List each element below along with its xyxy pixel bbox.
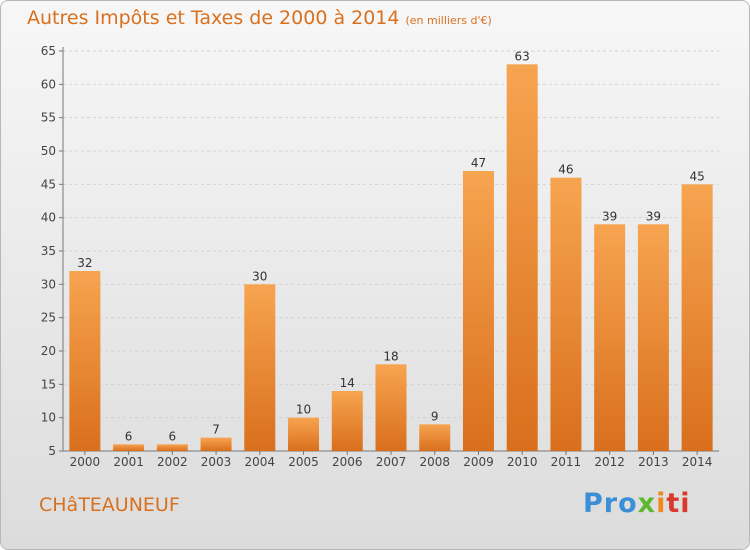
bar (331, 391, 363, 451)
bar (200, 437, 232, 451)
y-tick-label: 45 (41, 177, 56, 191)
bar (681, 184, 713, 452)
logo-part-4: ti (666, 488, 691, 519)
y-tick-label: 20 (41, 344, 56, 358)
x-tick-label: 2014 (682, 455, 713, 469)
x-tick-label: 2013 (638, 455, 669, 469)
y-tick-label: 10 (41, 411, 56, 425)
data-label: 39 (602, 209, 617, 223)
x-tick-label: 2008 (419, 455, 450, 469)
data-label: 10 (296, 403, 311, 417)
chart-title-block: Autres Impôts et Taxes de 2000 à 2014 (en… (27, 7, 492, 29)
x-tick-label: 2005 (288, 455, 319, 469)
chart-title: Autres Impôts et Taxes de 2000 à 2014 (27, 7, 400, 29)
data-label: 14 (340, 376, 355, 390)
bar (419, 424, 451, 451)
y-tick-label: 25 (41, 311, 56, 325)
data-label: 63 (515, 49, 530, 63)
bar (156, 444, 188, 451)
bar (375, 364, 407, 451)
bar (594, 224, 626, 451)
data-label: 45 (689, 169, 704, 183)
x-tick-label: 2012 (594, 455, 625, 469)
y-tick-label: 50 (41, 144, 56, 158)
data-label: 32 (77, 256, 92, 270)
data-label: 47 (471, 156, 486, 170)
bar (550, 177, 582, 451)
x-tick-label: 2010 (507, 455, 538, 469)
y-tick-label: 35 (41, 244, 56, 258)
y-tick-label: 55 (41, 111, 56, 125)
y-tick-label: 30 (41, 277, 56, 291)
data-label: 6 (169, 429, 177, 443)
x-tick-label: 2006 (332, 455, 363, 469)
bar (637, 224, 669, 451)
bar (244, 284, 276, 451)
x-tick-label: 2001 (113, 455, 144, 469)
data-label: 6 (125, 429, 133, 443)
data-label: 39 (646, 209, 661, 223)
logo-part-2: x (637, 488, 657, 519)
bar (69, 271, 101, 451)
x-tick-label: 2011 (551, 455, 582, 469)
x-tick-label: 2009 (463, 455, 494, 469)
x-tick-label: 2007 (376, 455, 407, 469)
x-tick-label: 2004 (245, 455, 276, 469)
bar (462, 171, 494, 451)
y-tick-label: 15 (41, 377, 56, 391)
bar (288, 417, 320, 451)
data-label: 18 (383, 349, 398, 363)
y-tick-label: 65 (41, 44, 56, 58)
y-tick-label: 5 (48, 444, 56, 458)
logo-part-3: i (656, 488, 667, 519)
y-tick-label: 40 (41, 211, 56, 225)
bar (113, 444, 145, 451)
bar (506, 64, 538, 452)
data-label: 30 (252, 269, 267, 283)
chart-subtitle: (en milliers d'€) (405, 14, 492, 27)
data-label: 7 (212, 423, 220, 437)
x-tick-label: 2000 (70, 455, 101, 469)
town-name: CHâTEAUNEUF (39, 494, 180, 516)
x-tick-label: 2002 (157, 455, 188, 469)
logo-part-1: Pro (583, 488, 638, 519)
proxiti-logo: Proxiti (583, 488, 691, 519)
x-tick-label: 2003 (201, 455, 232, 469)
y-tick-label: 60 (41, 77, 56, 91)
data-label: 46 (558, 163, 573, 177)
data-label: 9 (431, 409, 439, 423)
